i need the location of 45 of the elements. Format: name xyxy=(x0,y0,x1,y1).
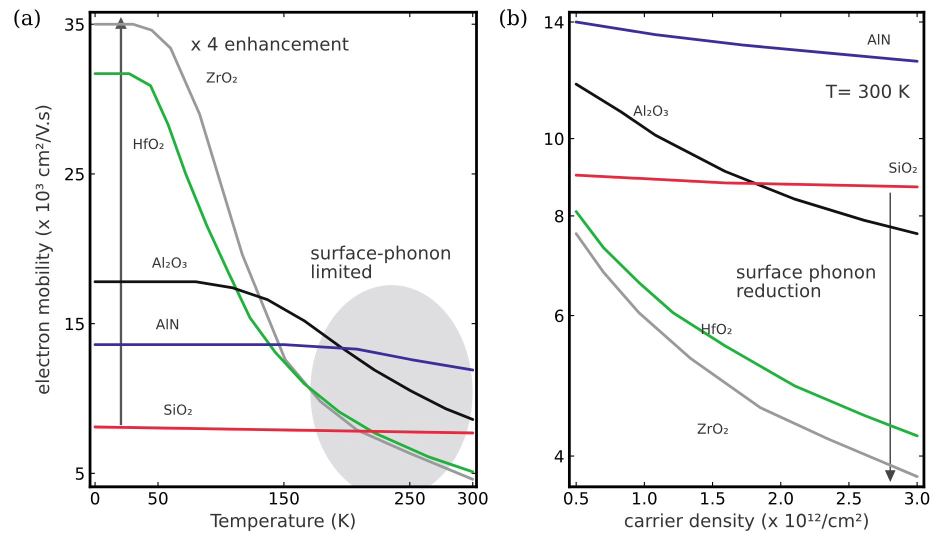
y-tick-label: 14 xyxy=(545,16,564,28)
series-label: AlN xyxy=(156,318,178,330)
x-tick-label: 150 xyxy=(270,492,299,505)
line-series xyxy=(574,210,918,438)
y-tick-label: 8 xyxy=(555,210,564,222)
series-label: SiO₂ xyxy=(164,404,192,415)
annotation: T= 300 K xyxy=(826,84,910,98)
text: ZrO₂ xyxy=(698,423,728,434)
x-tick-label: 2.0 xyxy=(768,492,793,505)
line-series xyxy=(574,82,918,236)
y-tick-label: 6 xyxy=(555,310,564,322)
annotation: x 4 enhancement xyxy=(191,36,349,51)
x-tick-label: 2.5 xyxy=(836,492,861,505)
line-series xyxy=(574,232,918,478)
series-label: Al₂O₃ xyxy=(152,257,187,268)
x-tick-label: 0 xyxy=(90,492,100,505)
x-tick-label: 300 xyxy=(458,492,488,505)
x-tick-label: 1.5 xyxy=(701,492,724,505)
y-tick-label: 35 xyxy=(65,18,84,31)
series-label: AlN xyxy=(867,34,890,45)
y-tick-label: 5 xyxy=(76,468,84,480)
x-tick-label: 1.0 xyxy=(632,492,657,505)
line-series xyxy=(94,280,474,421)
series-label: ZrO₂ xyxy=(206,72,237,83)
chart-title: (a) xyxy=(14,9,40,28)
line-series xyxy=(94,343,474,372)
x-axis-title: Temperature (K) xyxy=(210,513,355,531)
y-tick-label: 25 xyxy=(65,168,84,181)
x-tick-label: 50 xyxy=(148,492,168,505)
x-axis-title: carrier density (x 10¹²/cm²) xyxy=(624,513,868,531)
x-tick-label: 250 xyxy=(395,492,425,505)
x-tick-label: 0.5 xyxy=(564,492,588,505)
x-tick-label: 3.0 xyxy=(905,492,930,505)
line-series xyxy=(574,20,918,63)
y-axis-title: electron mobility (x 10³ cm²/V.s) xyxy=(35,106,53,394)
annotation: surface phonon reduction xyxy=(736,264,875,298)
y-tick-label: 10 xyxy=(545,132,564,146)
y-tick-label: 15 xyxy=(66,318,84,330)
annotation: surface-phonon limited xyxy=(311,246,450,278)
series-label: SiO₂ xyxy=(889,162,917,173)
y-tick-label: 4 xyxy=(554,450,564,462)
series-label: Al₂O₃ xyxy=(633,105,668,116)
series-label: HfO₂ xyxy=(702,323,732,334)
series-label: HfO₂ xyxy=(134,138,164,150)
chart-title: (b) xyxy=(500,9,526,28)
